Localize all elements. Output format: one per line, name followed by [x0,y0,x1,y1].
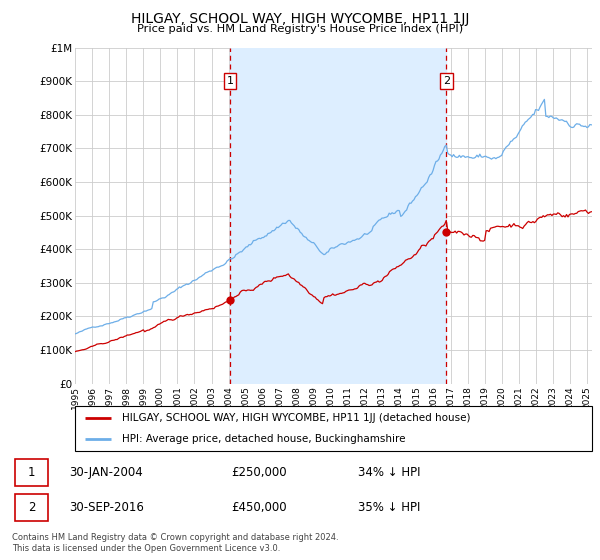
Text: HILGAY, SCHOOL WAY, HIGH WYCOMBE, HP11 1JJ: HILGAY, SCHOOL WAY, HIGH WYCOMBE, HP11 1… [131,12,469,26]
FancyBboxPatch shape [15,459,48,486]
FancyBboxPatch shape [15,494,48,521]
Bar [230,48,446,384]
Text: 2: 2 [443,76,450,86]
Text: 34% ↓ HPI: 34% ↓ HPI [358,466,420,479]
Text: 2: 2 [28,501,35,514]
Text: 1: 1 [226,76,233,86]
Text: £450,000: £450,000 [231,501,287,514]
Text: £250,000: £250,000 [231,466,287,479]
Text: HPI: Average price, detached house, Buckinghamshire: HPI: Average price, detached house, Buck… [122,433,405,444]
Text: 1: 1 [28,466,35,479]
Text: 30-JAN-2004: 30-JAN-2004 [70,466,143,479]
Text: Contains HM Land Registry data © Crown copyright and database right 2024.
This d: Contains HM Land Registry data © Crown c… [12,533,338,553]
Text: Price paid vs. HM Land Registry's House Price Index (HPI): Price paid vs. HM Land Registry's House … [137,24,463,34]
Text: HILGAY, SCHOOL WAY, HIGH WYCOMBE, HP11 1JJ (detached house): HILGAY, SCHOOL WAY, HIGH WYCOMBE, HP11 1… [122,413,470,423]
Text: 30-SEP-2016: 30-SEP-2016 [70,501,145,514]
Text: 35% ↓ HPI: 35% ↓ HPI [358,501,420,514]
